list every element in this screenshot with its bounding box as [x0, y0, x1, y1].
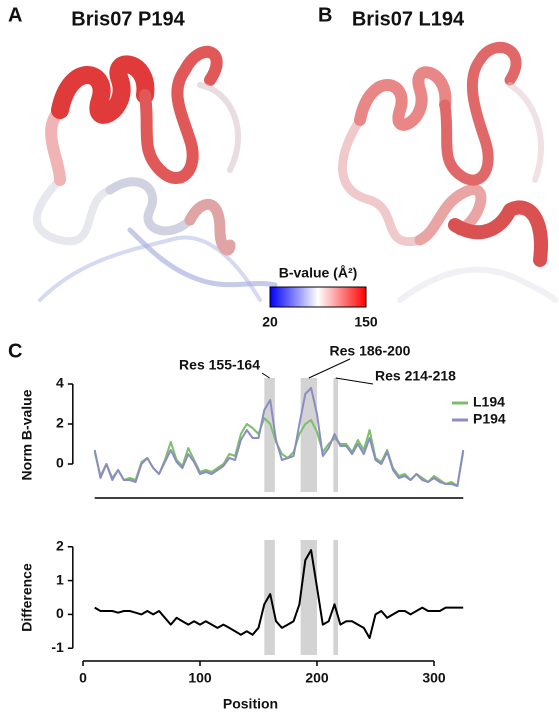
x-tick-label: 200	[305, 670, 329, 686]
highlight-band	[264, 540, 275, 655]
y-tick-label: -1	[51, 639, 64, 655]
structure-b	[338, 41, 558, 303]
colorbar	[269, 286, 367, 308]
y-axis-label: Norm B-value	[19, 389, 35, 480]
y-tick-label: 2	[56, 537, 64, 553]
legend-label: L194	[473, 394, 505, 410]
y-tick-label: 4	[56, 375, 64, 391]
colorbar-tick-label: 150	[354, 314, 378, 330]
y-tick-label: 0	[56, 605, 64, 621]
highlight-label: Res 214-218	[375, 368, 456, 384]
panel-title: Bris07 P194	[71, 8, 185, 30]
leader-line	[335, 377, 374, 385]
x-tick-label: 0	[79, 670, 87, 686]
structure-a	[33, 46, 278, 302]
leader-line	[261, 372, 270, 379]
panel-letter: A	[8, 4, 22, 26]
data-line	[93, 387, 465, 487]
leader-line	[308, 358, 351, 379]
colorbar-title: B-value (Å²)	[279, 265, 358, 281]
highlight-band	[300, 540, 317, 655]
panel-letter: C	[8, 340, 22, 362]
y-tick-label: 2	[56, 415, 64, 431]
data-line	[94, 549, 464, 640]
colorbar-tick-label: 20	[262, 314, 278, 330]
highlight-label: Res 155-164	[179, 357, 260, 373]
x-tick-label: 100	[188, 670, 212, 686]
panel-letter: B	[318, 4, 332, 26]
x-axis-label: Position	[223, 696, 278, 712]
y-tick-label: 1	[56, 571, 64, 587]
highlight-band	[300, 378, 317, 492]
highlight-band	[333, 540, 339, 655]
highlight-label: Res 186-200	[330, 343, 411, 359]
x-tick-label: 300	[422, 670, 446, 686]
highlight-band	[264, 378, 275, 492]
legend-label: P194	[473, 411, 506, 427]
panel-title: Bris07 L194	[352, 8, 465, 30]
y-axis-label: Difference	[19, 563, 35, 632]
y-tick-label: 0	[56, 455, 64, 471]
